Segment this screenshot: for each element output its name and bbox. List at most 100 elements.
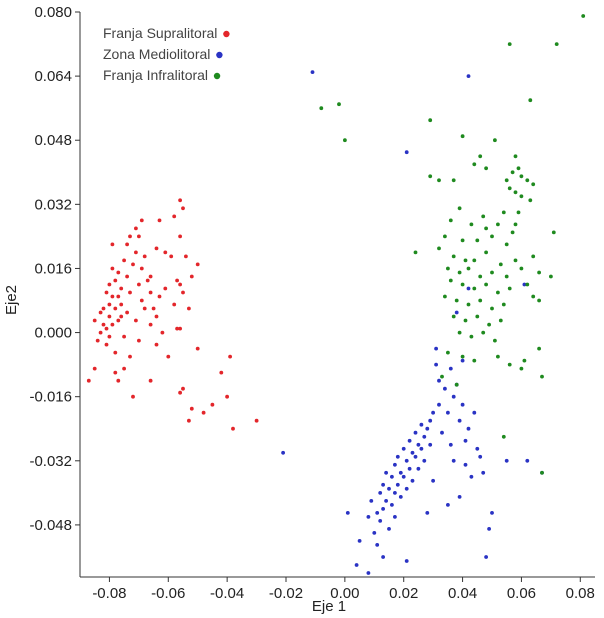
data-point [390,474,394,479]
data-point [98,330,103,335]
data-point [460,358,465,363]
data-point [163,250,168,255]
data-point [398,470,403,475]
data-point [125,310,129,315]
data-point [393,462,397,467]
data-point [134,318,138,323]
data-point [528,98,533,103]
data-point [122,366,126,371]
data-point [513,154,518,159]
data-point [487,322,491,327]
data-point [437,402,441,407]
data-point [504,458,509,463]
data-point [463,438,468,443]
data-point [551,230,556,235]
data-point [537,298,541,303]
data-point [498,318,503,323]
data-point [457,330,462,335]
data-point [407,438,412,443]
data-point [178,326,183,331]
data-point [437,246,441,251]
data-point [125,274,129,279]
data-point [522,282,527,287]
data-point [419,446,424,451]
data-point [472,258,477,263]
data-point [393,515,397,519]
data-point [531,254,536,259]
data-point [443,386,447,391]
data-point [448,442,453,447]
data-point [178,198,183,203]
data-point [537,346,541,351]
data-point [481,470,486,475]
x-tick-label: -0.02 [269,585,303,602]
data-point [387,527,391,531]
data-point [481,330,486,335]
data-point [451,178,456,183]
data-point [496,222,500,227]
data-point [372,531,377,535]
data-point [413,250,418,255]
data-point [513,190,518,195]
data-point [416,466,421,471]
data-point [195,346,200,351]
data-point [154,246,159,251]
data-point [454,310,459,315]
data-point [139,218,144,223]
data-point [148,290,153,295]
data-point [175,326,180,331]
data-point [504,242,509,247]
data-point [446,350,450,355]
data-point [116,270,121,275]
data-point [137,338,141,343]
data-point [357,539,362,543]
data-point [498,262,503,267]
data-point [507,286,512,291]
data-point [104,326,109,331]
data-point [92,366,97,371]
data-point [472,410,477,415]
data-point [354,563,359,567]
data-point [419,422,424,427]
data-point [525,458,530,463]
data-point [454,298,459,303]
data-point [390,503,394,507]
data-point [440,430,444,435]
data-point [122,334,126,339]
data-point [381,555,385,559]
data-point [116,378,121,383]
data-point [163,286,168,291]
data-point [181,206,185,211]
data-point [428,442,433,447]
data-point [395,454,400,459]
data-point [451,254,456,259]
data-point [484,282,488,287]
y-tick-label: 0.064 [34,68,72,85]
data-point [107,282,112,287]
data-point [460,238,465,243]
data-point [457,495,462,499]
data-point [428,118,433,123]
data-point [107,334,112,339]
data-point [440,374,444,379]
data-point [384,499,388,503]
data-point [281,450,285,455]
data-point [448,278,453,283]
data-point [475,238,480,243]
x-tick-label: 0.02 [389,585,418,602]
data-point [466,74,471,78]
data-point [122,258,126,263]
data-point [86,378,91,383]
data-point [496,354,500,359]
data-point [219,370,224,375]
data-point [110,266,115,271]
legend-marker [216,51,223,59]
data-point [507,42,512,46]
data-point [501,302,506,307]
data-point [404,150,409,155]
data-point [116,294,121,299]
data-point [428,174,433,179]
data-point [142,306,147,311]
data-point [119,302,124,307]
data-point [472,286,477,291]
